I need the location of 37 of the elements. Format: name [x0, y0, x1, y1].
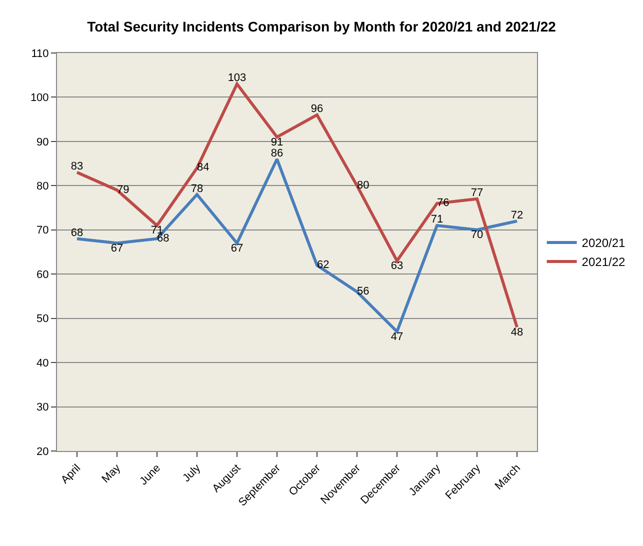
data-label: 86 — [270, 147, 284, 160]
data-label: 83 — [70, 160, 84, 173]
y-tick-label: 50 — [36, 313, 49, 326]
data-label: 56 — [357, 286, 370, 298]
data-label: 96 — [310, 103, 324, 116]
x-tick-label: May — [100, 462, 124, 486]
data-label: 71 — [430, 214, 444, 226]
data-label: 63 — [390, 260, 404, 272]
data-label: 77 — [470, 187, 484, 200]
y-tick-label: 40 — [36, 357, 49, 370]
data-label: 48 — [510, 326, 524, 338]
data-label: 70 — [470, 229, 484, 242]
y-tick-label: 70 — [36, 224, 49, 237]
data-label: 103 — [228, 72, 246, 84]
data-label: 68 — [70, 226, 84, 239]
data-label: 78 — [190, 182, 204, 195]
data-label: 47 — [390, 330, 404, 343]
y-tick-label: 80 — [36, 180, 49, 193]
y-tick-label: 100 — [30, 92, 49, 104]
data-label: 76 — [437, 197, 450, 210]
data-label: 62 — [317, 259, 330, 272]
data-label: 84 — [197, 162, 210, 174]
x-tick-label: July — [180, 462, 204, 485]
data-label: 91 — [270, 136, 284, 148]
y-tick-label: 90 — [36, 136, 49, 148]
y-tick-label: 110 — [31, 48, 49, 60]
data-label: 67 — [230, 242, 244, 254]
data-label: 72 — [510, 209, 524, 222]
legend-label: 2021/22 — [582, 255, 626, 270]
y-tick-label: 30 — [36, 402, 49, 414]
y-tick-label: 60 — [36, 268, 49, 281]
chart-title: Total Security Incidents Comparison by Month for 2020/21 and 2021/22 — [87, 18, 556, 35]
data-label: 67 — [110, 242, 124, 254]
legend-label: 2020/21 — [582, 236, 626, 250]
data-label: 79 — [117, 184, 130, 196]
data-label: 80 — [357, 179, 370, 192]
y-tick-label: 20 — [36, 446, 49, 458]
